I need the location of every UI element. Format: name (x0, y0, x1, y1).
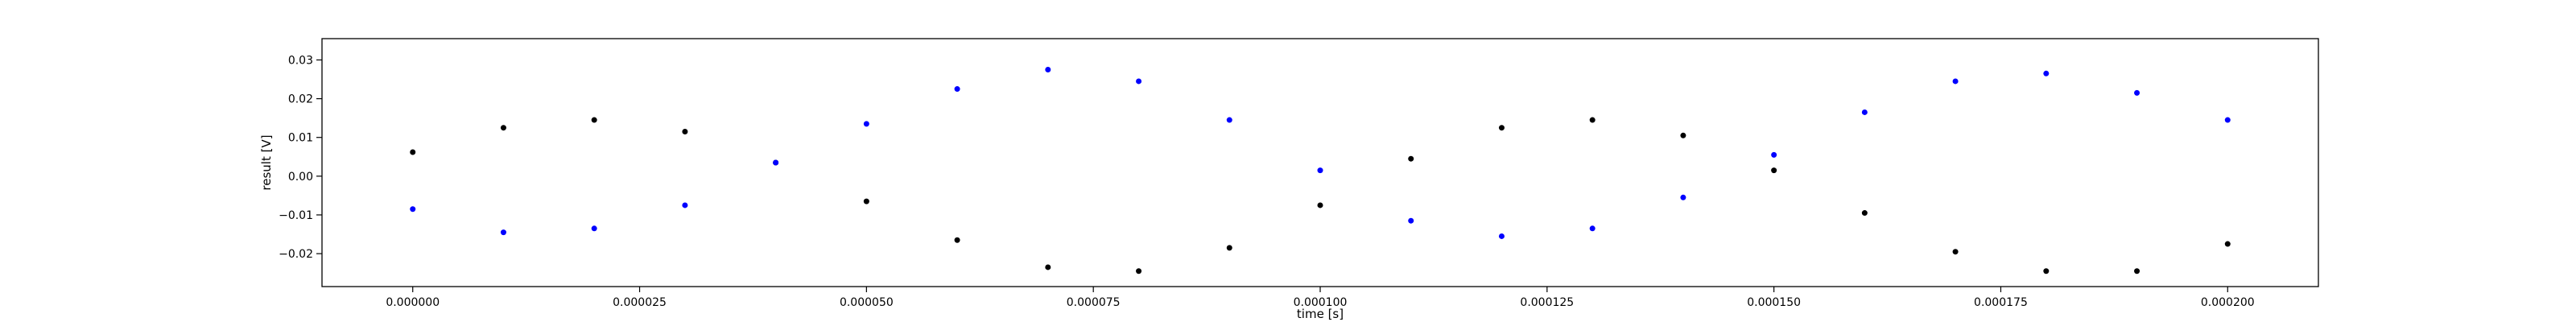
series-0-point (1680, 132, 1686, 138)
x-tick-label: 0.000200 (2201, 296, 2255, 309)
y-tick-label: 0.03 (288, 54, 313, 67)
series-0-point (591, 117, 597, 123)
x-tick-label: 0.000050 (840, 296, 894, 309)
x-tick-label: 0.000150 (1747, 296, 1801, 309)
series-1-point (1045, 67, 1051, 72)
series-0-point (2043, 268, 2050, 275)
series-1-point (773, 159, 779, 166)
x-tick-label: 0.000175 (1974, 296, 2028, 309)
series-1-point (591, 225, 597, 232)
series-1-point (410, 206, 416, 213)
series-0-point (863, 198, 869, 204)
series-0-point (2224, 241, 2231, 247)
series-1-point (500, 229, 506, 236)
y-tick-label: 0.00 (288, 171, 313, 184)
series-0-point (1771, 167, 1777, 174)
data-points (410, 67, 2231, 275)
series-0-point (1861, 210, 1868, 217)
x-axis-label: time [s] (1297, 307, 1344, 321)
x-tick-label: 0.000125 (1520, 296, 1574, 309)
series-0-point (500, 125, 506, 131)
y-tick-label: 0.01 (288, 132, 313, 145)
series-0-point (954, 237, 960, 243)
x-tick-label: 0.000000 (386, 296, 440, 309)
series-1-point (1226, 117, 1232, 123)
series-1-point (1136, 78, 1142, 85)
series-0-point (1226, 245, 1232, 251)
series-0-point (410, 149, 416, 155)
series-1-point (2224, 117, 2231, 123)
series-1-point (1861, 109, 1868, 115)
series-0-point (1408, 155, 1414, 162)
series-0-point (1952, 249, 1959, 255)
series-1-point (1952, 78, 1959, 85)
series-0-point (1589, 117, 1596, 123)
series-0-point (682, 129, 688, 134)
series-0-point (1498, 125, 1505, 131)
x-tick-label: 0.000025 (613, 296, 667, 309)
y-tick-label: 0.02 (288, 93, 313, 106)
x-tick-label: 0.000100 (1294, 296, 1348, 309)
y-axis: −0.02 −0.01 0.00 0.01 0.02 0.03 (279, 54, 322, 261)
series-1-point (1317, 167, 1323, 174)
y-tick-label: −0.01 (279, 209, 313, 222)
series-0-point (1136, 268, 1142, 275)
series-1-point (1589, 225, 1596, 232)
series-1-point (1498, 233, 1505, 239)
y-tick-label: −0.02 (279, 248, 313, 261)
y-axis-label: result [V] (259, 134, 274, 190)
x-axis: 0.000000 0.000025 0.000050 0.000075 0.000100… (386, 287, 2255, 309)
x-tick-label: 0.000075 (1067, 296, 1121, 309)
series-0-point (1045, 264, 1051, 270)
series-1-point (954, 86, 960, 93)
series-1-point (1771, 151, 1777, 158)
plot-area-frame (321, 38, 2319, 287)
series-0-point (1317, 202, 1323, 208)
series-1-point (2043, 70, 2050, 76)
series-1-point (682, 202, 688, 208)
series-1-point (863, 121, 869, 127)
series-0-point (2134, 268, 2140, 275)
series-1-point (1680, 194, 1686, 200)
series-1-point (2134, 89, 2140, 96)
series-1-point (1408, 217, 1414, 224)
